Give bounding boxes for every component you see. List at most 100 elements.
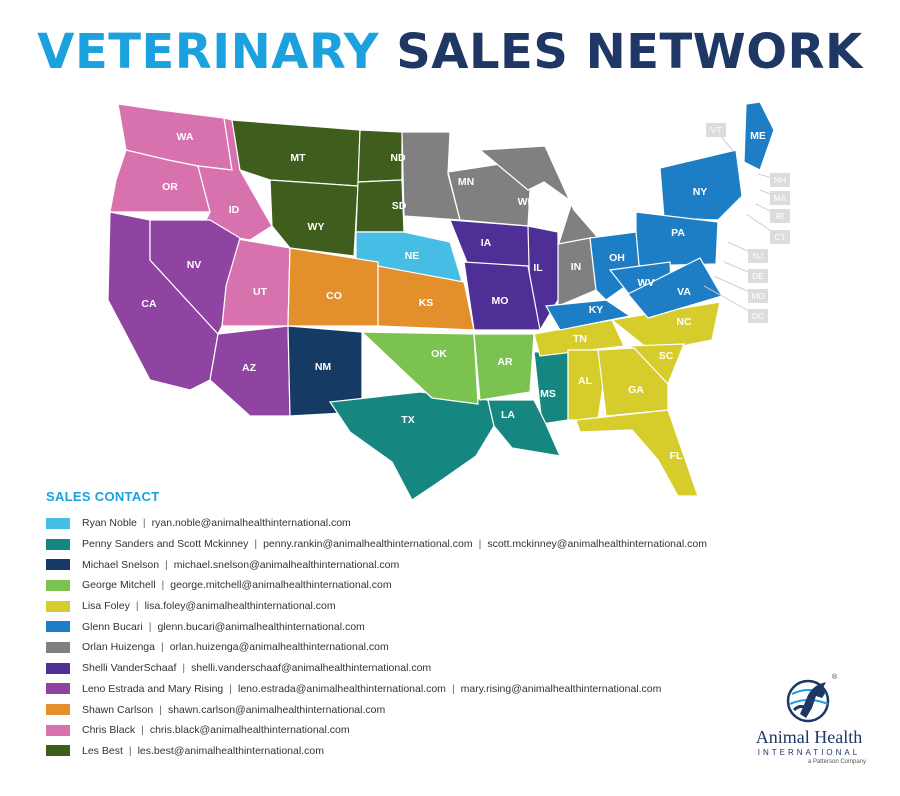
state-tag-dc (748, 309, 768, 323)
contact-email: michael.snelson@animalhealthinternationa… (173, 558, 400, 571)
logo-registered-mark: ® (832, 674, 838, 681)
state-tag-de (748, 269, 768, 283)
contact-row: Ryan Noble | ryan.noble@animalhealthintern… (46, 513, 707, 534)
state-tag-label-ma: MA (774, 193, 787, 203)
state-label-sd: SD (392, 200, 407, 212)
separator: | (141, 724, 144, 737)
state-ks (377, 265, 475, 331)
contact-color-swatch (46, 538, 70, 550)
state-la (487, 399, 561, 457)
logo-name: Animal Health (755, 727, 863, 747)
state-tag-nh (770, 173, 790, 187)
state-tag-label-nh: NH (774, 175, 786, 185)
contact-email: leno.estrada@animalhealthinternational.c… (237, 682, 446, 695)
contact-email: shelli.vanderschaaf@animalhealthinternat… (191, 662, 432, 675)
state-label-la: LA (501, 409, 515, 421)
state-label-fl: FL (670, 450, 683, 462)
contact-color-swatch (46, 600, 70, 612)
state-ar (473, 333, 535, 401)
state-tag-label-md: MD (751, 291, 764, 301)
state-label-il: IL (533, 262, 543, 274)
contact-email: scott.mckinney@animalhealthinternational… (487, 538, 707, 551)
state-tag-ma (770, 191, 790, 205)
state-label-ms: MS (540, 388, 556, 400)
state-label-sc: SC (659, 350, 674, 362)
state-label-ca: CA (141, 298, 157, 310)
contact-color-swatch (46, 641, 70, 653)
state-ny (659, 149, 743, 221)
state-label-ky: KY (589, 304, 604, 316)
contact-row: Glenn Bucari | glenn.bucari@animalhealthin… (46, 616, 707, 637)
state-label-ks: KS (419, 297, 434, 309)
sales-contact-heading: SALES CONTACT (46, 489, 160, 504)
contact-email: mary.rising@animalhealthinternational.co… (460, 682, 662, 695)
state-ga (597, 347, 669, 417)
contact-name: Orlan Huizenga (82, 641, 155, 654)
state-tag-nj (748, 249, 768, 263)
company-logo: ® Animal Health INTERNATIONAL a Patterso… (748, 672, 870, 768)
state-label-co: CO (326, 290, 342, 302)
contact-email: orlan.huizenga@animalhealthinternational… (169, 641, 389, 654)
contact-color-swatch (46, 559, 70, 571)
state-nc (610, 301, 721, 353)
separator: | (135, 600, 139, 613)
state-label-mn: MN (458, 176, 474, 188)
state-mo (463, 261, 541, 331)
state-label-wv: WV (638, 277, 655, 289)
contact-name: Ryan Noble (82, 517, 137, 530)
state-label-ga: GA (628, 384, 644, 396)
state-tag-label-ri: RI (776, 211, 785, 221)
contact-email: lisa.foley@animalhealthinternational.com (144, 600, 336, 613)
contact-name: Leno Estrada and Mary Rising (82, 682, 224, 695)
state-label-ut: UT (253, 286, 268, 298)
contact-row: Orlan Huizenga | orlan.huizenga@animalheal… (46, 637, 707, 658)
title-part-2: SALES NETWORK (396, 24, 863, 80)
state-label-nd: ND (390, 152, 406, 164)
contact-row: Michael Snelson | michael.snelson@animalhe… (46, 554, 707, 575)
contact-row: Shawn Carlson | shawn.carlson@animalhealth… (46, 699, 707, 720)
state-tag-vt (706, 123, 726, 137)
state-wy (269, 179, 359, 257)
contact-row: Lisa Foley | lisa.foley@animalhealthintern… (46, 596, 707, 617)
contact-row: George Mitchell | george.mitchell@animalhe… (46, 575, 707, 596)
state-label-ne: NE (405, 250, 420, 262)
contact-row: Leno Estrada and Mary Rising | leno.estrad… (46, 679, 707, 700)
state-label-me: ME (750, 130, 766, 142)
logo-subtitle: INTERNATIONAL (757, 748, 861, 757)
contact-email: shawn.carlson@animalhealthinternational.… (167, 703, 386, 716)
separator: | (161, 579, 165, 592)
separator: | (182, 662, 186, 675)
state-tag-label-vt: VT (711, 125, 722, 135)
state-label-al: AL (578, 375, 593, 387)
state-az (209, 325, 291, 417)
state-label-va: VA (677, 286, 691, 298)
contact-color-swatch (46, 621, 70, 633)
contact-name: Michael Snelson (82, 558, 160, 571)
state-wi (447, 163, 531, 227)
contact-color-swatch (46, 517, 70, 529)
separator: | (160, 641, 164, 654)
state-tag-label-dc: DC (752, 311, 764, 321)
us-territory-map: VT NH MA RI CT NJ DE MD DC WA OR ID UT MT WY ND SD MN WI M… (107, 101, 790, 500)
page-title: VETERINARY SALES NETWORK (0, 22, 900, 82)
state-label-wa: WA (177, 131, 194, 143)
state-label-nm: NM (315, 361, 332, 373)
state-label-or: OR (162, 181, 178, 193)
separator: | (165, 558, 168, 571)
state-label-in: IN (571, 261, 582, 273)
contact-email: ryan.noble@animalhealthinternational.com (151, 517, 351, 530)
state-label-tx: TX (401, 414, 414, 426)
contact-color-swatch (46, 704, 70, 716)
state-label-mo: MO (492, 295, 509, 307)
separator: | (159, 703, 162, 716)
contact-email: les.best@animalhealthinternational.com (137, 744, 324, 757)
contact-name: George Mitchell (82, 579, 156, 592)
contact-email: chris.black@animalhealthinternational.co… (149, 724, 350, 737)
state-ky (545, 299, 632, 331)
contact-name: Lisa Foley (82, 600, 130, 613)
contact-row: Shelli VanderSchaaf | shelli.vanderschaaf@… (46, 658, 707, 679)
contact-name: Shelli VanderSchaaf (82, 662, 177, 675)
state-tag-ri (770, 209, 790, 223)
state-tag-label-ct: CT (774, 232, 785, 242)
contact-name: Glenn Bucari (82, 620, 143, 633)
